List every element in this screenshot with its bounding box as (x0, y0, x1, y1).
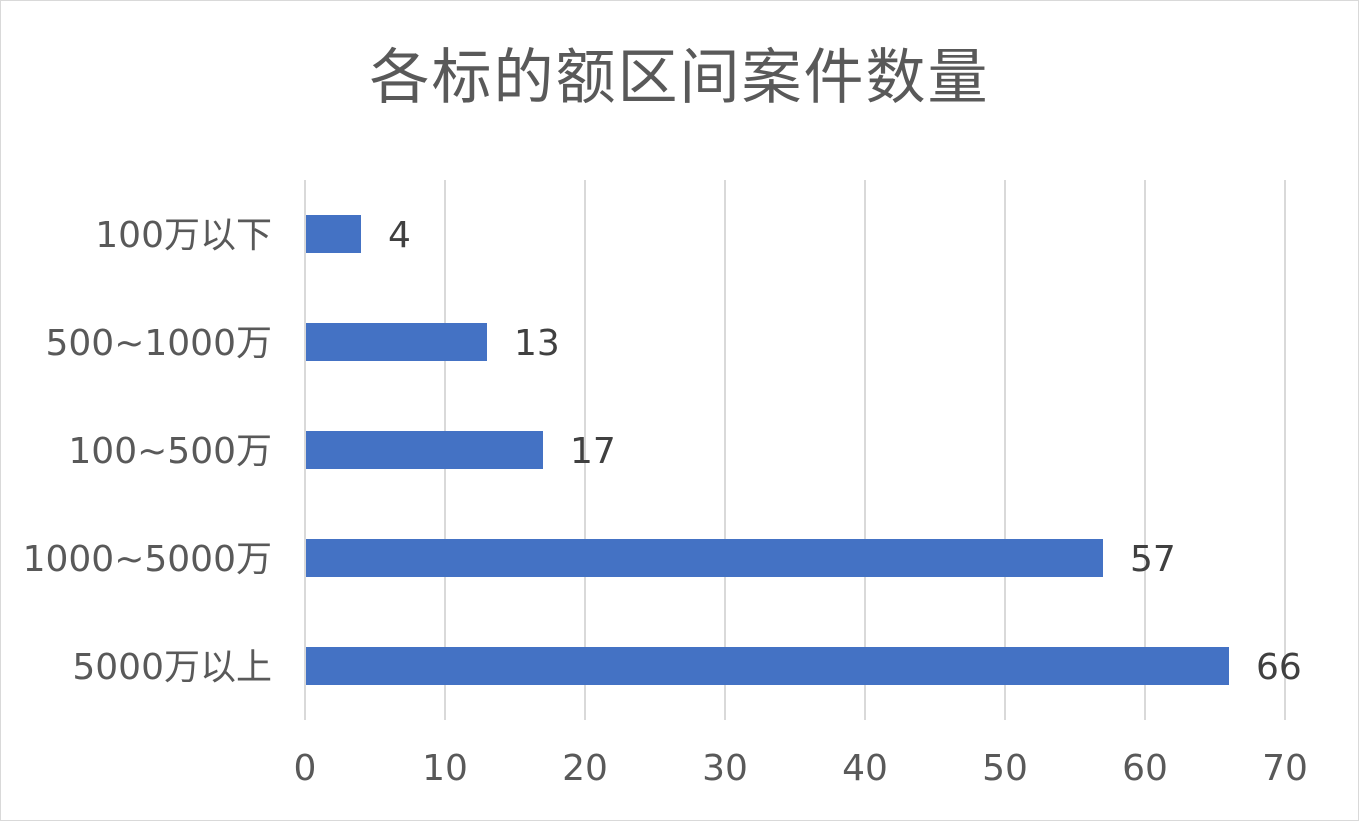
category-label: 100万以下 (95, 215, 272, 256)
category-label: 5000万以上 (72, 647, 272, 688)
bar (306, 323, 487, 361)
bar (306, 431, 543, 469)
category-label: 100~500万 (68, 431, 272, 472)
x-tick-label: 30 (702, 748, 748, 789)
category-labels: 100万以下 500~1000万 100~500万 1000~5000万 5000万以上 (23, 215, 272, 688)
category-label: 500~1000万 (46, 323, 273, 364)
data-label: 57 (1130, 539, 1176, 580)
x-tick-label: 50 (982, 748, 1028, 789)
x-tick-labels: 0 10 20 30 40 50 60 70 (294, 748, 1308, 789)
bars (306, 215, 1229, 685)
bar (306, 647, 1229, 685)
gridlines (304, 180, 1286, 720)
chart-title: 各标的额区间案件数量 (369, 43, 990, 113)
bar (306, 539, 1103, 577)
data-label: 66 (1256, 647, 1302, 688)
bar (306, 215, 361, 253)
x-tick-label: 40 (842, 748, 888, 789)
data-label: 4 (388, 215, 411, 256)
x-tick-label: 20 (562, 748, 608, 789)
data-label: 17 (570, 431, 616, 472)
x-tick-label: 10 (422, 748, 468, 789)
x-tick-label: 70 (1262, 748, 1308, 789)
data-label: 13 (514, 323, 560, 364)
category-label: 1000~5000万 (23, 539, 272, 580)
x-tick-label: 0 (294, 748, 317, 789)
x-tick-label: 60 (1122, 748, 1168, 789)
data-labels: 4 13 17 57 66 (388, 215, 1302, 688)
